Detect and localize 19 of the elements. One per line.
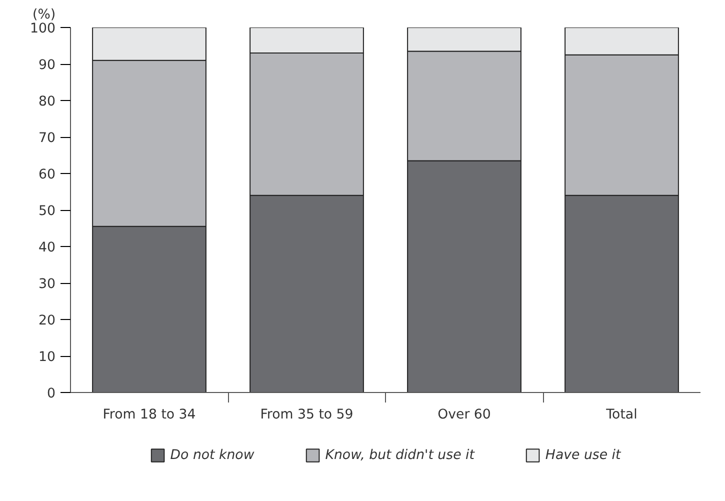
y-tick-label: 70 <box>38 131 56 146</box>
legend-label: Know, but didn't use it <box>325 448 474 462</box>
y-tick-label: 50 <box>38 204 56 219</box>
y-axis-title: (%) <box>32 8 56 22</box>
x-tick-label: From 18 to 34 <box>102 408 196 422</box>
y-tick-label: 20 <box>38 314 56 328</box>
y-tick-label: 90 <box>38 58 56 73</box>
legend-label: Have use it <box>545 448 621 462</box>
y-tick-label: 60 <box>38 168 56 182</box>
legend-label: Do not know <box>170 448 254 462</box>
x-tick-label: From 35 to 59 <box>260 408 354 422</box>
y-tick-label: 0 <box>47 386 56 402</box>
y-tick-label: 80 <box>38 94 56 110</box>
x-tick-label: Total <box>605 408 638 422</box>
y-tick-label: 100 <box>30 22 56 36</box>
y-tick-label: 10 <box>38 350 56 365</box>
y-tick-label: 40 <box>38 240 56 256</box>
y-tick-label: 30 <box>38 277 56 292</box>
x-tick-label: Over 60 <box>438 408 491 422</box>
